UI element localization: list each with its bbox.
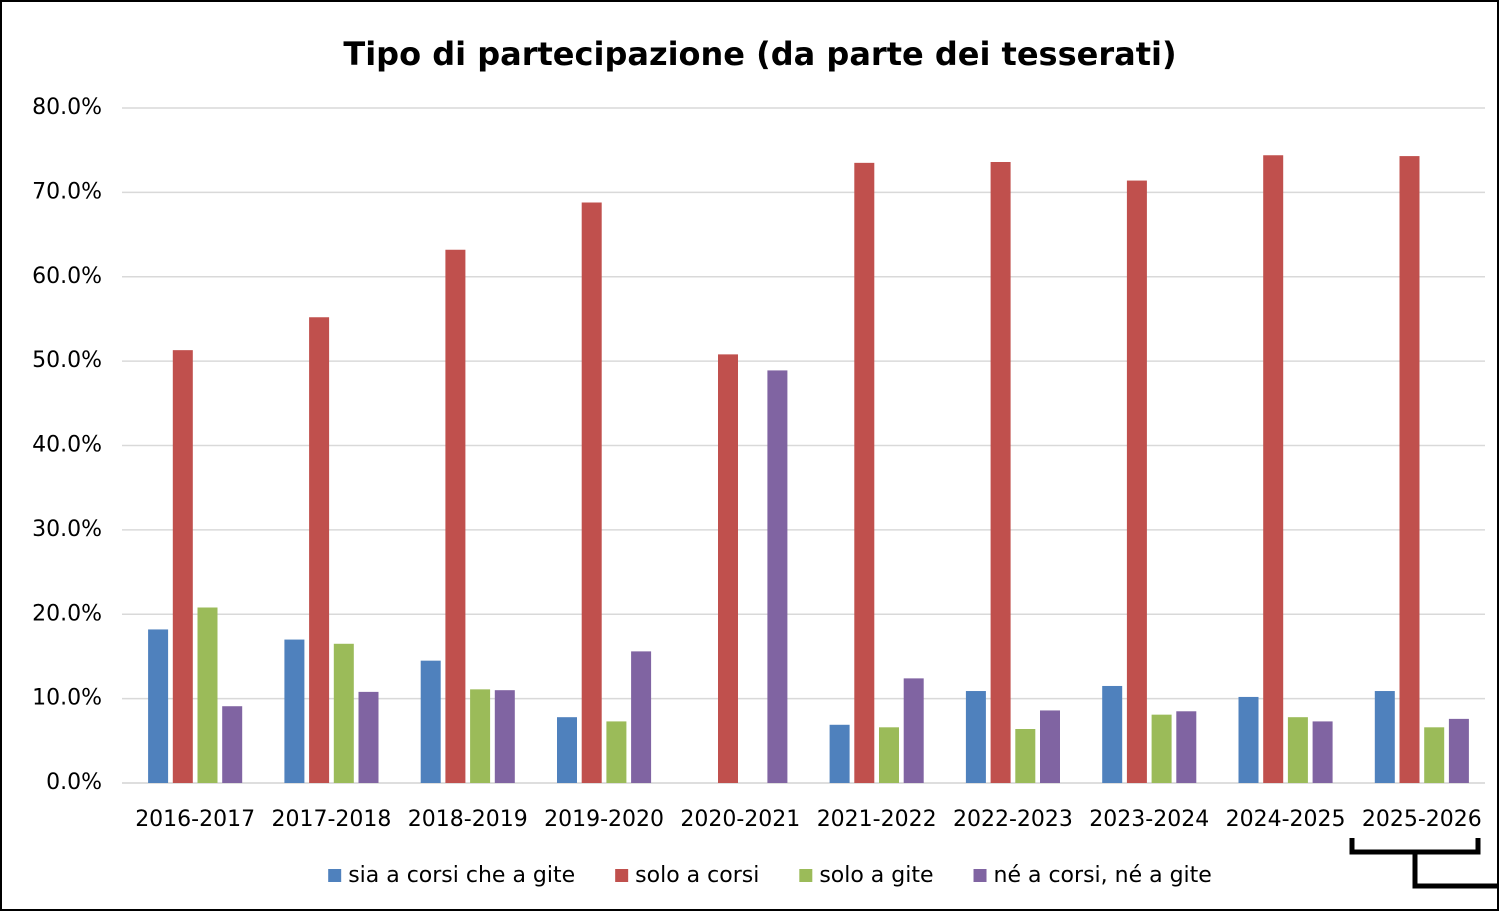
x-tick-label: 2025-2026	[1362, 807, 1482, 832]
legend-label: né a corsi, né a gite	[994, 863, 1212, 888]
bar	[1312, 721, 1333, 783]
x-tick-label: 2020-2021	[680, 807, 800, 832]
x-tick-label: 2024-2025	[1226, 807, 1346, 832]
bar	[470, 689, 491, 783]
legend-swatch	[328, 869, 342, 882]
bar	[903, 678, 924, 783]
y-tick-label: 20.0%	[32, 601, 102, 626]
bracket-annotation	[1349, 838, 1499, 889]
bar	[358, 691, 379, 783]
x-tick-label: 2016-2017	[135, 807, 255, 832]
bar	[718, 354, 738, 783]
legend-label: solo a corsi	[635, 863, 759, 888]
bar	[1374, 691, 1395, 783]
bar	[1263, 155, 1284, 783]
legend-label: solo a gite	[819, 863, 933, 888]
bar	[854, 162, 875, 783]
bar	[1238, 696, 1259, 783]
bar	[767, 370, 788, 783]
x-tick-label: 2017-2018	[271, 807, 391, 832]
bar	[1015, 729, 1036, 783]
y-tick-label: 40.0%	[32, 433, 102, 458]
bar	[965, 691, 986, 783]
bar	[1424, 727, 1445, 783]
bar	[284, 639, 305, 783]
x-tick-label: 2019-2020	[544, 807, 664, 832]
bar	[445, 249, 466, 783]
bar	[581, 202, 602, 783]
bar	[172, 350, 193, 783]
bar	[197, 607, 218, 783]
bar	[309, 317, 330, 783]
bar	[557, 717, 577, 783]
y-tick-label: 70.0%	[32, 179, 102, 204]
y-tick-label: 30.0%	[32, 517, 102, 542]
bar	[1102, 685, 1123, 783]
bar	[333, 643, 354, 783]
y-tick-label: 0.0%	[46, 770, 102, 795]
bar	[494, 690, 515, 783]
y-tick-label: 50.0%	[32, 348, 102, 373]
x-tick-label: 2022-2023	[953, 807, 1073, 832]
bar	[222, 706, 243, 783]
legend-label: sia a corsi che a gite	[348, 863, 575, 888]
bar	[606, 721, 627, 783]
bar	[1399, 156, 1420, 783]
legend-swatch	[799, 869, 813, 882]
legend-swatch	[615, 869, 629, 882]
bar	[990, 162, 1011, 783]
bar	[1040, 710, 1060, 783]
chart-title: Tipo di partecipazione (da parte dei tes…	[343, 35, 1176, 73]
bar	[1287, 717, 1308, 783]
y-tick-label: 60.0%	[32, 264, 102, 289]
bar	[1151, 714, 1172, 783]
y-tick-label: 10.0%	[32, 686, 102, 711]
x-tick-label: 2018-2019	[408, 807, 528, 832]
bar	[829, 724, 850, 783]
x-tick-label: 2021-2022	[817, 807, 937, 832]
bar	[1126, 180, 1147, 783]
x-tick-label: 2023-2024	[1089, 807, 1209, 832]
bar	[148, 629, 169, 783]
bar	[420, 660, 441, 783]
bar	[1448, 718, 1469, 783]
bar	[879, 727, 899, 783]
bar	[1176, 711, 1197, 783]
y-tick-label: 80.0%	[32, 95, 102, 120]
bar	[631, 651, 652, 783]
legend-swatch	[973, 869, 987, 882]
